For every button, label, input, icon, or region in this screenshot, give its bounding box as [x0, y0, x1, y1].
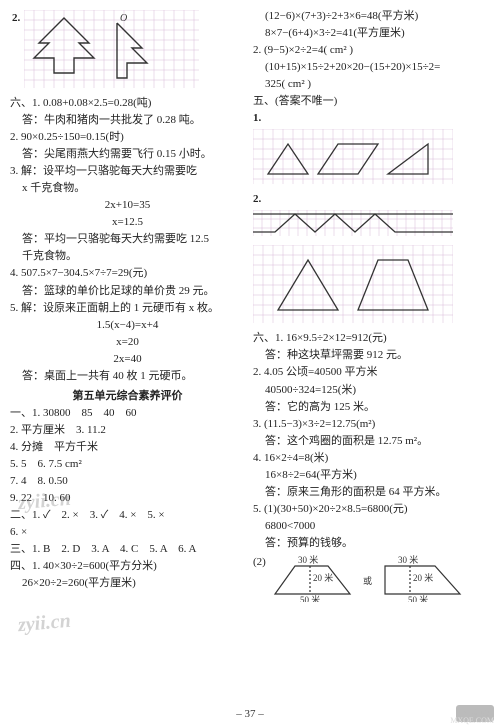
equation: x=12.5 [10, 214, 245, 231]
label: 50 米 [408, 594, 428, 602]
text: 答：这个鸡圈的面积是 12.75 m²。 [253, 433, 488, 450]
label: 30 米 [398, 554, 418, 565]
figure-shapes [253, 245, 488, 326]
label: 20 米 [413, 572, 433, 583]
text: 千克食物。 [10, 248, 245, 265]
text: 六、1. 0.08+0.08×2.5=0.28(吨) [10, 95, 245, 112]
text: 二、1. ✓ 2. × 3. ✓ 4. × 5. × [10, 507, 245, 524]
text: 4. 507.5×7−304.5×7÷7=29(元) [10, 265, 245, 282]
text: 答：牛肉和猪肉一共批发了 0.28 吨。 [10, 112, 245, 129]
text: 答：种这块草坪需要 912 元。 [253, 347, 488, 364]
text: 三、1. B 2. D 3. A 4. C 5. A 6. A [10, 541, 245, 558]
label: 或 [363, 575, 372, 586]
equation: x=20 [10, 334, 245, 351]
text: 5. 解：设原来正面朝上的 1 元硬币有 x 枚。 [10, 300, 245, 317]
text: 7. 4 8. 0.50 [10, 473, 245, 490]
text: 2. 90×0.25÷150=0.15(时) [10, 129, 245, 146]
text: 答：尖尾雨燕大约需要飞行 0.15 小时。 [10, 146, 245, 163]
text: 26×20÷2=260(平方厘米) [10, 575, 245, 592]
equation: 2x=40 [10, 351, 245, 368]
figure-triangles [253, 129, 488, 187]
text: 6. × [10, 524, 245, 541]
text: 2. 4.05 公顷=40500 平方米 [253, 364, 488, 381]
text: 5. (1)(30+50)×20÷2×8.5=6800(元) [253, 501, 488, 518]
text: 答：平均一只骆驼每天大约需要吃 12.5 [10, 231, 245, 248]
text: 16×8÷2=64(平方米) [253, 467, 488, 484]
text: 3. (11.5−3)×3÷2=12.75(m²) [253, 416, 488, 433]
text: 325( cm² ) [253, 76, 488, 93]
text: 40500÷324=125(米) [253, 382, 488, 399]
text: (12−6)×(7+3)÷2+3×6=48(平方米) [253, 8, 488, 25]
text: 5. 5 6. 7.5 cm² [10, 456, 245, 473]
text: 8×7−(6+4)×3÷2=41(平方厘米) [253, 25, 488, 42]
brand-url: MXQE.COM [450, 716, 494, 725]
label: 20 米 [313, 572, 333, 583]
equation: 1.5(x−4)=x+4 [10, 317, 245, 334]
figure-trapezoids: (2) 30 米 20 米 50 米 或 30 米 20 米 50 米 [253, 554, 488, 602]
text: 答：预算的钱够。 [253, 535, 488, 552]
figure-band [253, 210, 488, 239]
text: 六、1. 16×9.5÷2×12=912(元) [253, 330, 488, 347]
text: 2. 平方厘米 3. 11.2 [10, 422, 245, 439]
text: x 千克食物。 [10, 180, 245, 197]
figure-2-tree: 2. grid O [24, 10, 245, 91]
text: 一、1. 30800 85 40 60 [10, 405, 245, 422]
text: 答：原来三角形的面积是 64 平方米。 [253, 484, 488, 501]
text: 2. (9−5)×2÷2=4( cm² ) [253, 42, 488, 59]
label: 30 米 [298, 554, 318, 565]
text: (10+15)×15÷2+20×20−(15+20)×15÷2= [253, 59, 488, 76]
label: 50 米 [300, 594, 320, 602]
right-column: (12−6)×(7+3)÷2+3×6=48(平方米) 8×7−(6+4)×3÷2… [253, 8, 488, 675]
equation: 2x+10=35 [10, 197, 245, 214]
page-number: – 37 – [0, 708, 500, 720]
text: 4. 分摊 平方千米 [10, 439, 245, 456]
text: 3. 解：设平均一只骆驼每天大约需要吃 [10, 163, 245, 180]
text: 答：它的高为 125 米。 [253, 399, 488, 416]
text: 9. 22 10. 60 [10, 490, 245, 507]
item-label: (2) [253, 554, 266, 571]
text: 五、(答案不唯一) [253, 93, 488, 110]
text: 四、1. 40×30÷2=600(平方分米) [10, 558, 245, 575]
left-column: 2. grid O 六、1. 0.08+0.08×2.5=0.28(吨) 答：牛 [10, 8, 245, 675]
item-label: 1. [253, 110, 488, 127]
item-label: 2. [253, 191, 488, 208]
text: 4. 16×2÷4=8(米) [253, 450, 488, 467]
text: 答：桌面上一共有 40 枚 1 元硬币。 [10, 368, 245, 385]
text: 答：篮球的单价比足球的单价贵 29 元。 [10, 283, 245, 300]
item-label: 2. [12, 10, 20, 27]
svg-text:O: O [120, 13, 127, 24]
text: 6800<7000 [253, 518, 488, 535]
section-title: 第五单元综合素养评价 [10, 388, 245, 405]
